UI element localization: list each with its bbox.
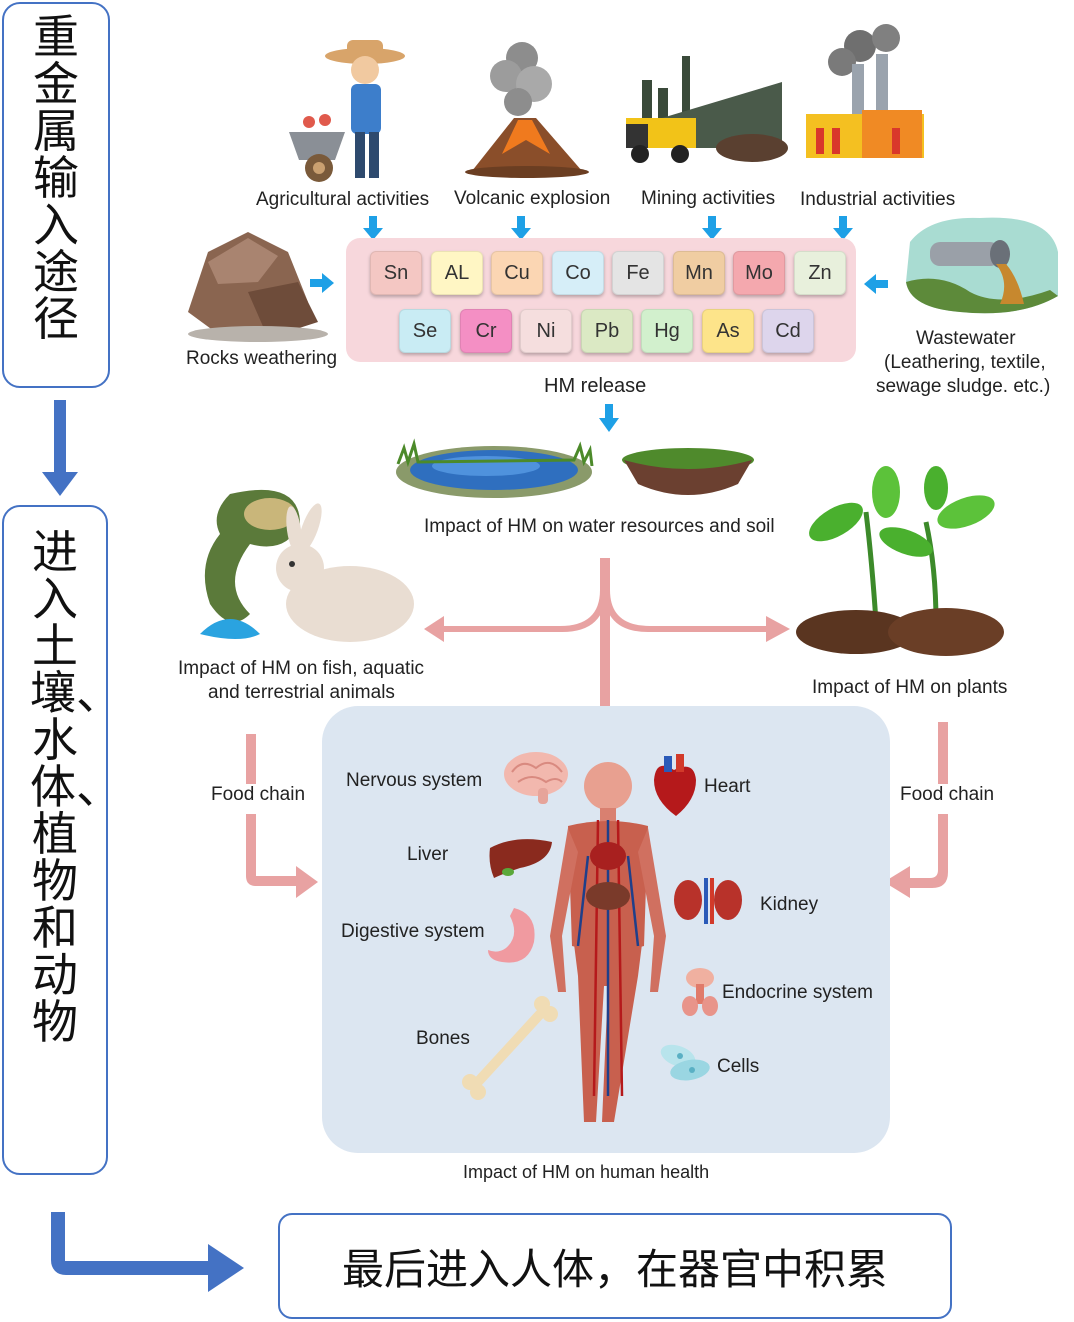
label-heart: Heart bbox=[704, 776, 751, 797]
plants-illustration bbox=[796, 466, 1004, 656]
enter-environment-box: 进入土壤、水体、植物和动物 bbox=[2, 505, 122, 1175]
element-tile-al: AL bbox=[431, 251, 483, 295]
label-food-chain-left: Food chain bbox=[211, 784, 306, 805]
factory-illustration bbox=[806, 24, 924, 158]
element-tile-cr: Cr bbox=[460, 309, 512, 353]
element-tile-fe: Fe bbox=[612, 251, 664, 295]
element-tile-as: As bbox=[702, 309, 754, 353]
input-paths-box: 重金属输入途径 bbox=[2, 2, 110, 388]
rocks-illustration bbox=[188, 232, 328, 342]
element-tile-hg: Hg bbox=[641, 309, 693, 353]
label-wastewater-3: sewage sludge. etc.) bbox=[876, 376, 1051, 397]
final-accumulation-text: 最后进入人体，在器官中积累 bbox=[341, 1244, 888, 1294]
label-endocrine-system: Endocrine system bbox=[722, 982, 874, 1003]
input-paths-text: 重金属输入途径 bbox=[33, 10, 79, 346]
label-digestive-system: Digestive system bbox=[341, 921, 485, 942]
brain-icon bbox=[504, 752, 568, 804]
element-tile-zn: Zn bbox=[794, 251, 846, 295]
wastewater-illustration bbox=[906, 217, 1058, 314]
element-tile-ni: Ni bbox=[520, 309, 572, 353]
label-agricultural: Agricultural activities bbox=[256, 189, 430, 210]
stomach-icon bbox=[488, 908, 535, 963]
human-body-illustration bbox=[550, 762, 666, 1122]
heart-icon bbox=[654, 754, 696, 816]
label-mining: Mining activities bbox=[641, 188, 776, 209]
label-cells: Cells bbox=[717, 1056, 760, 1077]
label-bones: Bones bbox=[416, 1028, 470, 1049]
down-arrow-blue bbox=[42, 400, 78, 496]
mining-illustration bbox=[626, 56, 788, 163]
label-wastewater-2: (Leathering, textile, bbox=[884, 352, 1046, 373]
label-nervous-system: Nervous system bbox=[346, 770, 483, 791]
label-impact-animals-1: Impact of HM on fish, aquatic bbox=[178, 658, 425, 679]
label-industrial: Industrial activities bbox=[800, 189, 956, 210]
soil-illustration bbox=[622, 448, 754, 495]
bone-icon bbox=[462, 996, 558, 1100]
pond-illustration bbox=[396, 438, 594, 498]
label-impact-plants: Impact of HM on plants bbox=[812, 677, 1008, 698]
element-tile-co: Co bbox=[552, 251, 604, 295]
label-impact-human: Impact of HM on human health bbox=[463, 1162, 710, 1182]
label-hm-release: HM release bbox=[544, 375, 647, 397]
element-tile-mn: Mn bbox=[673, 251, 725, 295]
element-tile-mo: Mo bbox=[733, 251, 785, 295]
label-impact-animals-2: and terrestrial animals bbox=[208, 682, 395, 703]
element-tile-sn: Sn bbox=[370, 251, 422, 295]
label-liver: Liver bbox=[407, 844, 449, 865]
cells-icon bbox=[660, 1044, 710, 1081]
fish-rabbit-illustration bbox=[200, 489, 414, 642]
kidney-icon bbox=[674, 878, 742, 924]
element-tile-pb: Pb bbox=[581, 309, 633, 353]
volcano-illustration bbox=[465, 42, 589, 178]
element-tile-se: Se bbox=[399, 309, 451, 353]
farmer-illustration bbox=[289, 40, 405, 182]
label-impact-water-soil: Impact of HM on water resources and soil bbox=[424, 516, 775, 537]
bent-arrow-blue bbox=[51, 1212, 244, 1292]
element-tile-cd: Cd bbox=[762, 309, 814, 353]
blue-arrows bbox=[310, 216, 888, 432]
label-rocks: Rocks weathering bbox=[186, 348, 338, 369]
label-wastewater-1: Wastewater bbox=[916, 328, 1016, 349]
label-kidney: Kidney bbox=[760, 894, 819, 915]
pink-arrows bbox=[246, 558, 948, 898]
element-tile-cu: Cu bbox=[491, 251, 543, 295]
final-accumulation-box: 最后进入人体，在器官中积累 bbox=[278, 1213, 952, 1319]
endocrine-icon bbox=[682, 968, 718, 1016]
label-food-chain-right: Food chain bbox=[900, 784, 995, 805]
liver-icon bbox=[489, 839, 552, 878]
label-volcanic: Volcanic explosion bbox=[454, 188, 611, 209]
